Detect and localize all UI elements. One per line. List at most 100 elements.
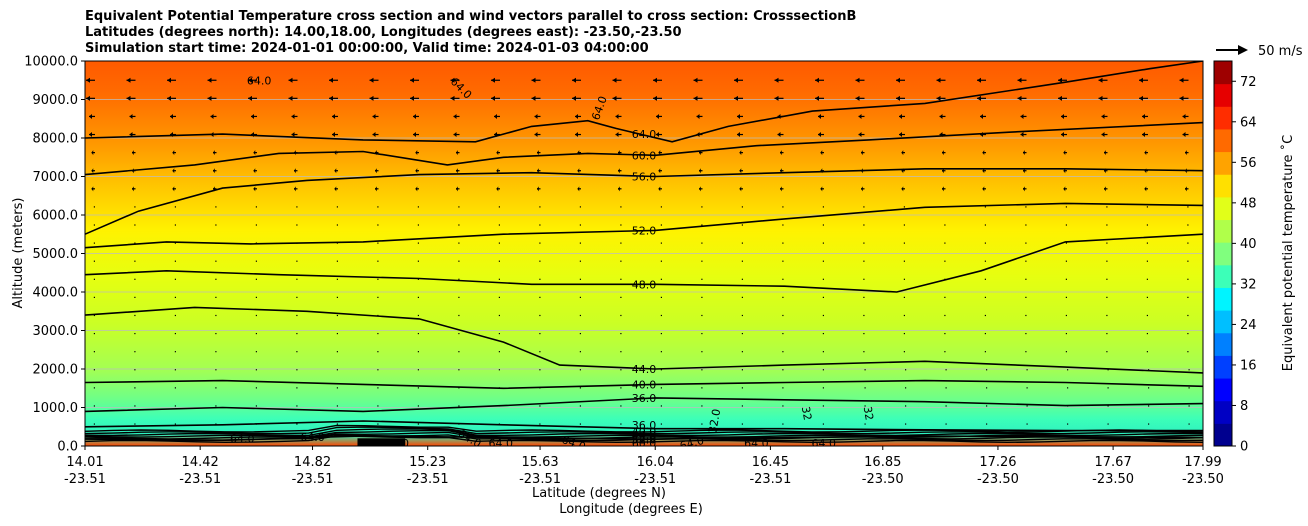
x-tick-lon-7: -23.50 xyxy=(862,472,904,487)
x-axis-label-longitude: Longitude (degrees E) xyxy=(559,502,703,517)
wind-vector-head-127 xyxy=(658,150,661,156)
wind-vector-head-156 xyxy=(699,168,701,174)
surface-layer-contours xyxy=(85,424,1203,446)
wind-vector-head-17 xyxy=(734,77,738,83)
contour-labels: 64.0 64.064.064.060.056.052.048.044.040.0… xyxy=(230,74,876,450)
wind-vector-head-41 xyxy=(572,95,576,101)
contour-60.0 xyxy=(85,121,1203,176)
contour-label-27: 64.0 xyxy=(812,437,837,446)
wind-vector-head-148 xyxy=(375,168,377,174)
colorbar-segment-5 xyxy=(1214,310,1232,334)
contour-label-text-16: 60.0 xyxy=(632,437,657,450)
wind-vector-head-68 xyxy=(534,113,538,119)
contour-label-3: 64.0 xyxy=(632,128,657,141)
contour-label-4: 60.0 xyxy=(632,149,657,162)
colorbar-segment-9 xyxy=(1214,219,1232,243)
contour-label-text-11: 36.0 xyxy=(632,419,657,432)
wind-vector-head-99 xyxy=(656,132,659,138)
colorbar-tick-label-2: 16 xyxy=(1240,358,1257,373)
contour-label-text-24: 32.0 xyxy=(706,408,723,434)
x-tick-lon-8: -23.50 xyxy=(977,472,1019,487)
wind-vector-head-73 xyxy=(737,113,740,119)
wind-vector-head-5 xyxy=(248,77,252,83)
contour-label-18: 64.0 xyxy=(300,431,325,444)
wind-vector-head-178 xyxy=(456,186,458,192)
wind-vector-head-35 xyxy=(329,95,333,101)
wind-vector-head-19 xyxy=(815,77,819,83)
colorbar-segment-12 xyxy=(1214,151,1232,175)
wind-vector-head-45 xyxy=(734,95,738,101)
contour-label-text-19: 40.0 xyxy=(385,437,410,450)
wind-vector-head-79 xyxy=(980,113,983,119)
wind-vector-head-116 xyxy=(213,150,215,156)
wind-vector-head-188 xyxy=(861,186,863,192)
wind-vector-head-75 xyxy=(818,113,821,119)
x-tick-lat-3: 15.23 xyxy=(409,455,446,470)
wind-key-arrow-head xyxy=(1238,45,1248,55)
wind-vector-head-71 xyxy=(656,113,659,119)
wind-key: 50 m/s xyxy=(1216,44,1303,59)
wind-vector-head-98 xyxy=(615,132,619,138)
x-tick-lat-10: 17.99 xyxy=(1184,455,1221,470)
contour-label-26: 32 xyxy=(799,405,814,421)
wind-vector-head-139 xyxy=(1144,150,1147,156)
wind-vector-head-70 xyxy=(615,113,619,119)
contour-label-text-10: 36.0 xyxy=(632,392,657,405)
wind-vector-head-124 xyxy=(537,150,539,156)
wind-vector-head-66 xyxy=(453,113,457,119)
wind-vector-head-181 xyxy=(577,186,580,192)
wind-vector-head-122 xyxy=(456,150,458,156)
contour-label-text-3: 64.0 xyxy=(632,128,657,141)
contour-label-21: 64.0 xyxy=(488,437,513,450)
wind-vector-head-150 xyxy=(456,168,458,174)
wind-vector-head-9 xyxy=(410,77,414,83)
wind-vector-head-94 xyxy=(453,132,457,138)
contour-label-10: 36.0 xyxy=(632,392,657,405)
contour-label-0: 64.0 xyxy=(247,74,272,87)
wind-vector-head-80 xyxy=(1020,113,1024,119)
wind-vector-head-141 xyxy=(91,168,94,174)
wind-vector-head-56 xyxy=(1179,95,1184,101)
wind-vector-head-14 xyxy=(612,77,617,83)
x-tick-lon-1: -23.51 xyxy=(179,472,221,487)
contour-32.0 xyxy=(85,420,1203,432)
contour-64.0 xyxy=(85,61,1203,143)
contour-44.0 xyxy=(85,306,1203,374)
wind-vector-head-22 xyxy=(936,77,941,83)
wind-vector-head-158 xyxy=(780,168,782,174)
contour-label-19: 40.0 xyxy=(385,437,410,450)
y-tick-label-1: 1000.0 xyxy=(33,401,79,416)
wind-vector-head-153 xyxy=(577,168,580,174)
contour-label-text-21: 64.0 xyxy=(488,437,513,450)
wind-vector-head-145 xyxy=(253,168,256,174)
chart-title-line-1: Equivalent Potential Temperature cross s… xyxy=(85,9,857,24)
wind-vector-head-175 xyxy=(334,186,337,192)
contour-label-text-4: 60.0 xyxy=(632,149,657,162)
x-tick-lon-4: -23.51 xyxy=(519,472,561,487)
wind-vector-head-157 xyxy=(739,168,742,174)
wind-vector-head-111 xyxy=(1142,132,1145,138)
wind-vector-head-40 xyxy=(531,95,536,101)
y-tick-label-10: 10000.0 xyxy=(24,55,78,70)
wind-vector-head-42 xyxy=(612,95,617,101)
wind-vector-head-104 xyxy=(858,132,862,138)
contour-52.0 xyxy=(85,202,1203,249)
wind-vector-head-129 xyxy=(739,150,742,156)
x-tick-lat-8: 17.26 xyxy=(979,455,1016,470)
surface-contour-3 xyxy=(85,430,1203,438)
y-tick-label-6: 6000.0 xyxy=(33,209,79,224)
wind-vector-head-15 xyxy=(653,77,657,83)
surface-contour-5 xyxy=(85,426,1203,435)
wind-vector-head-171 xyxy=(172,186,175,192)
wind-vector-head-103 xyxy=(818,132,821,138)
colorbar-segment-13 xyxy=(1214,128,1232,153)
wind-vector-head-59 xyxy=(170,113,173,119)
colorbar-segment-1 xyxy=(1214,400,1232,424)
wind-vector-head-185 xyxy=(739,186,742,192)
wind-vector-head-58 xyxy=(129,113,133,119)
contour-label-text-17: 64.0 xyxy=(230,432,255,445)
wind-vector-head-131 xyxy=(820,150,823,156)
wind-vector-head-11 xyxy=(491,77,495,83)
wind-vector-head-90 xyxy=(291,132,295,138)
contour-label-text-18: 64.0 xyxy=(300,431,325,444)
